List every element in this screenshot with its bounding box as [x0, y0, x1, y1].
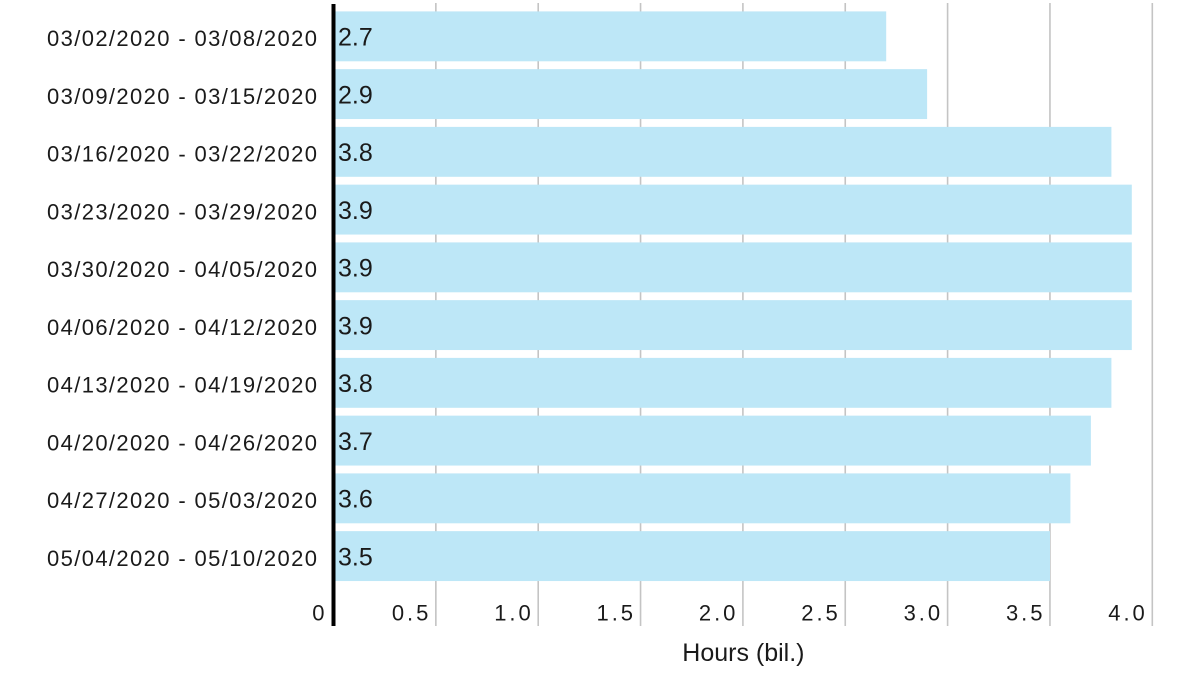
svg-text:05/04/2020 - 05/10/2020: 05/04/2020 - 05/10/2020	[47, 546, 317, 571]
svg-text:2.9: 2.9	[338, 81, 373, 109]
svg-text:03/30/2020 - 04/05/2020: 03/30/2020 - 04/05/2020	[47, 257, 317, 282]
svg-text:0: 0	[312, 600, 324, 625]
svg-text:04/20/2020 - 04/26/2020: 04/20/2020 - 04/26/2020	[47, 430, 317, 455]
svg-text:0.5: 0.5	[392, 600, 429, 625]
svg-text:Hours (bil.): Hours (bil.)	[682, 639, 804, 667]
svg-text:2.5: 2.5	[801, 600, 838, 625]
svg-text:3.8: 3.8	[338, 370, 373, 398]
svg-text:03/23/2020 - 03/29/2020: 03/23/2020 - 03/29/2020	[47, 199, 317, 224]
svg-text:1.5: 1.5	[597, 600, 634, 625]
svg-text:2.0: 2.0	[699, 600, 736, 625]
svg-text:3.9: 3.9	[338, 197, 373, 225]
svg-text:04/27/2020 - 05/03/2020: 04/27/2020 - 05/03/2020	[47, 488, 317, 513]
svg-text:04/13/2020 - 04/19/2020: 04/13/2020 - 04/19/2020	[47, 373, 317, 398]
svg-text:3.9: 3.9	[338, 312, 373, 340]
svg-text:1.0: 1.0	[494, 600, 531, 625]
svg-text:04/06/2020 - 04/12/2020: 04/06/2020 - 04/12/2020	[47, 315, 317, 340]
svg-text:03/02/2020 - 03/08/2020: 03/02/2020 - 03/08/2020	[47, 26, 317, 51]
svg-text:4.0: 4.0	[1108, 600, 1145, 625]
svg-text:3.5: 3.5	[338, 543, 373, 571]
svg-text:3.0: 3.0	[904, 600, 941, 625]
svg-text:2.7: 2.7	[338, 24, 373, 52]
svg-text:03/09/2020 - 03/15/2020: 03/09/2020 - 03/15/2020	[47, 84, 317, 109]
svg-text:3.8: 3.8	[338, 139, 373, 167]
svg-text:3.6: 3.6	[338, 486, 373, 514]
svg-text:3.5: 3.5	[1006, 600, 1043, 625]
svg-text:03/16/2020 - 03/22/2020: 03/16/2020 - 03/22/2020	[47, 142, 317, 167]
svg-text:3.9: 3.9	[338, 255, 373, 283]
svg-text:3.7: 3.7	[338, 428, 373, 456]
